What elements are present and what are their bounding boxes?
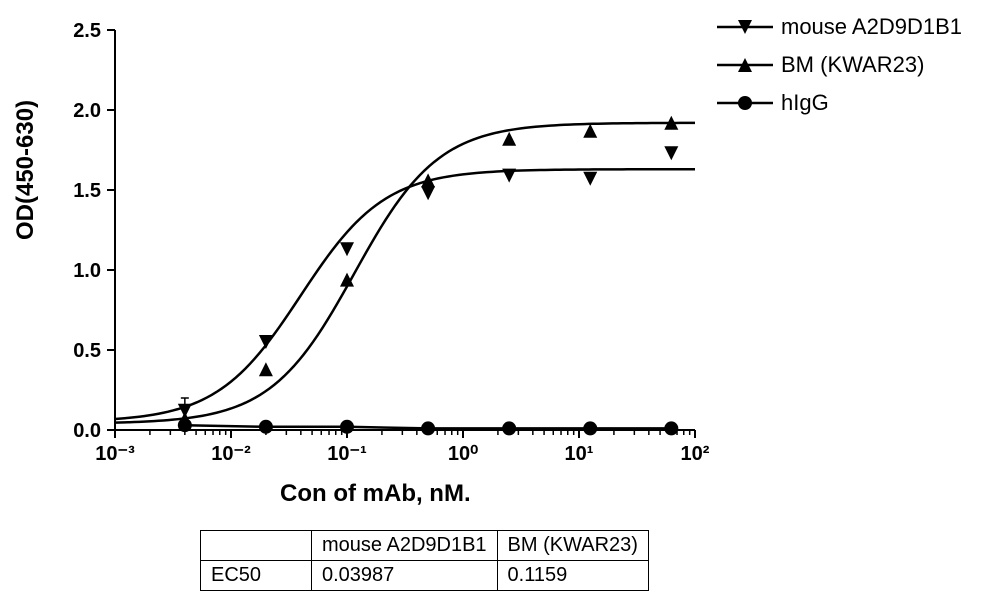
table-cell: BM (KWAR23) [497,531,648,561]
legend-label: BM (KWAR23) [781,52,924,78]
svg-text:10¹: 10¹ [565,443,594,465]
svg-text:2.5: 2.5 [73,20,101,42]
table-cell: 0.1159 [497,561,648,591]
figure-container: 0.00.51.01.52.02.510⁻³10⁻²10⁻¹10⁰10¹10² … [0,0,1000,597]
y-axis-title: OD(450-630) [12,100,40,240]
svg-text:2.0: 2.0 [73,100,101,122]
svg-text:10⁰: 10⁰ [448,443,478,465]
legend: mouse A2D9D1B1 BM (KWAR23) hIgG [715,8,962,122]
legend-item: mouse A2D9D1B1 [715,8,962,46]
svg-text:0.5: 0.5 [73,340,101,362]
svg-text:10⁻²: 10⁻² [211,443,251,465]
legend-label: hIgG [781,90,829,116]
table-row: mouse A2D9D1B1 BM (KWAR23) [201,531,649,561]
svg-text:1.5: 1.5 [73,180,101,202]
svg-text:1.0: 1.0 [73,260,101,282]
svg-text:10⁻¹: 10⁻¹ [327,443,367,465]
svg-text:0.0: 0.0 [73,420,101,442]
legend-item: BM (KWAR23) [715,46,962,84]
legend-item: hIgG [715,84,962,122]
table-row: EC50 0.03987 0.1159 [201,561,649,591]
table-cell: 0.03987 [312,561,498,591]
table-cell [201,531,312,561]
table-cell: EC50 [201,561,312,591]
svg-text:10⁻³: 10⁻³ [95,443,135,465]
x-axis-title: Con of mAb, nM. [280,480,471,508]
legend-label: mouse A2D9D1B1 [781,14,962,40]
ec50-table: mouse A2D9D1B1 BM (KWAR23) EC50 0.03987 … [200,530,649,591]
table-cell: mouse A2D9D1B1 [312,531,498,561]
svg-text:10²: 10² [681,443,710,465]
